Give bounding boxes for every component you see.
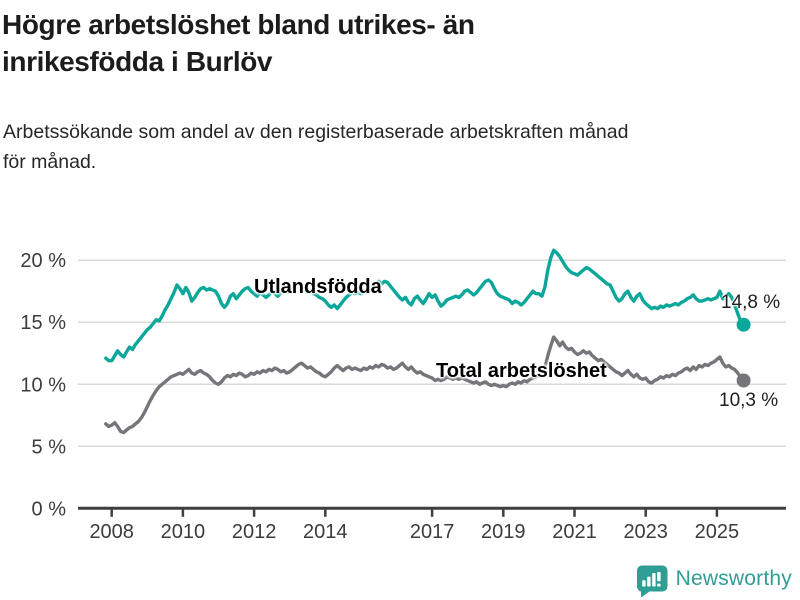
- y-tick-label: 0 %: [32, 498, 67, 520]
- page-title: Högre arbetslöshet bland utrikes- än inr…: [2, 6, 475, 80]
- x-tick-label: 2014: [303, 521, 348, 543]
- title-line-1: Högre arbetslöshet bland utrikes- än: [2, 9, 475, 40]
- series-end-dot: [736, 317, 751, 332]
- series-line-total-arbetsl-shet: [104, 335, 746, 435]
- series-label-total-arbetsloshet: Total arbetslöshet: [436, 360, 607, 382]
- x-tick-label: 2019: [481, 521, 526, 543]
- x-tick-label: 2010: [161, 521, 206, 543]
- series-end-dot: [736, 373, 751, 388]
- bar-chart-speech-bubble-icon: [636, 565, 668, 598]
- y-tick-label: 5 %: [32, 436, 67, 458]
- bar-chart-glyph: [641, 572, 661, 587]
- y-tick-label: 10 %: [20, 374, 66, 396]
- brand-wordmark: Newsworthy: [675, 567, 792, 590]
- chart-subtitle: Arbetssökande som andel av den registerb…: [3, 117, 628, 177]
- x-tick-label: 2021: [552, 521, 597, 543]
- x-tick-label: 2008: [89, 521, 134, 543]
- title-line-2: inrikesfödda i Burlöv: [2, 46, 273, 77]
- subtitle-line-2: för månad.: [3, 151, 97, 173]
- x-tick-label: 2017: [410, 521, 455, 543]
- x-tick-label: 2012: [232, 521, 277, 543]
- y-tick-label: 15 %: [20, 312, 66, 334]
- value-label-total-arbetsloshet: 10,3 %: [719, 390, 779, 411]
- series-label-utlandsfodda: Utlandsfödda: [254, 276, 382, 298]
- newsworthy-logo: Newsworthy: [635, 564, 792, 598]
- series-line-utlandsf-dda: [104, 248, 746, 363]
- value-label-utlandsfodda: 14,8 %: [721, 292, 781, 313]
- x-tick-label: 2025: [695, 521, 740, 543]
- y-tick-label: 20 %: [20, 250, 66, 272]
- x-tick-label: 2023: [623, 521, 668, 543]
- subtitle-line-1: Arbetssökande som andel av den registerb…: [3, 121, 629, 143]
